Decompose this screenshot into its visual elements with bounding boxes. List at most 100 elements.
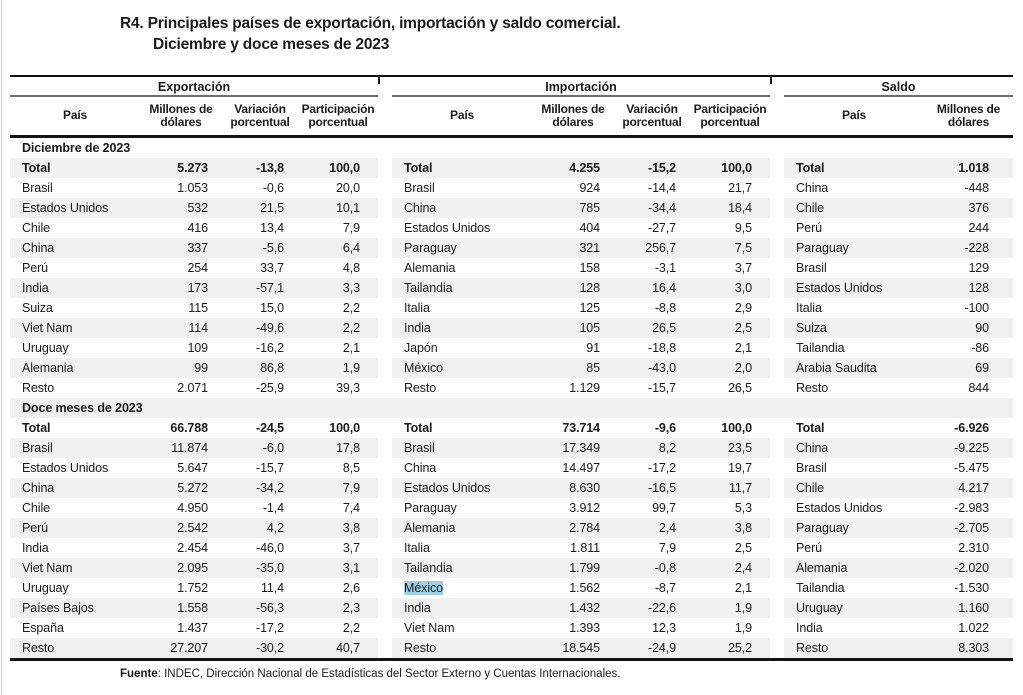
source-note: Fuente: INDEC, Dirección Nacional de Est… bbox=[120, 668, 620, 680]
value-cell: 99,7 bbox=[652, 501, 676, 515]
value-cell: 6,4 bbox=[342, 241, 360, 255]
value-cell: 26,5 bbox=[652, 321, 676, 335]
value-cell: 2.071 bbox=[177, 381, 208, 395]
saldo-group: Total 1.018 bbox=[784, 158, 1013, 178]
group-divider bbox=[378, 598, 392, 618]
export-group: Chile 416 13,4 7,9 bbox=[10, 218, 378, 238]
saldo-group: Resto 844 bbox=[784, 378, 1013, 398]
value-cell: 4.950 bbox=[177, 501, 208, 515]
group-divider bbox=[378, 218, 392, 238]
group-divider bbox=[770, 498, 784, 518]
group-divider bbox=[770, 378, 784, 398]
saldo-group: Paraguay -2.705 bbox=[784, 518, 1013, 538]
group-divider bbox=[770, 158, 784, 178]
country-cell: Italia bbox=[404, 541, 430, 555]
import-column-headers: País Millones de dólares Variación porce… bbox=[392, 97, 770, 135]
saldo-group: India 1.022 bbox=[784, 618, 1013, 638]
saldo-column-headers: País Millones de dólares bbox=[784, 97, 1013, 135]
value-cell: 2,6 bbox=[342, 581, 360, 595]
value-cell: 785 bbox=[579, 201, 600, 215]
import-group: Paraguay 321 256,7 7,5 bbox=[392, 238, 770, 258]
value-cell: -57,1 bbox=[256, 281, 284, 295]
value-cell: 5.647 bbox=[177, 461, 208, 475]
group-divider bbox=[378, 238, 392, 258]
group-divider bbox=[378, 618, 392, 638]
value-cell: 3.912 bbox=[569, 501, 600, 515]
country-cell: Países Bajos bbox=[22, 601, 94, 615]
country-cell: Brasil bbox=[796, 461, 827, 475]
value-cell: 4,2 bbox=[266, 521, 284, 535]
value-cell: -5,6 bbox=[262, 241, 284, 255]
col-header-variacion: Variación porcentual bbox=[622, 101, 682, 129]
value-cell: -17,2 bbox=[648, 461, 676, 475]
country-cell: China bbox=[404, 201, 437, 215]
value-cell: -49,6 bbox=[256, 321, 284, 335]
country-cell: Resto bbox=[22, 641, 55, 655]
country-cell: China bbox=[796, 181, 829, 195]
table-row: Chile 4.950 -1,4 7,4 Paraguay 3.912 99,7 5,3 Est… bbox=[10, 498, 1013, 518]
value-cell: 1.160 bbox=[958, 601, 989, 615]
country-cell: Perú bbox=[796, 221, 823, 235]
table-row: Uruguay 1.752 11,4 2,6 México 1.562 -8,7 2,1 Tai… bbox=[10, 578, 1013, 598]
table-row: Viet Nam 114 -49,6 2,2 India 105 26,5 2,5 Suiza 9… bbox=[10, 318, 1013, 338]
group-divider bbox=[378, 358, 392, 378]
value-cell: -24,9 bbox=[648, 641, 676, 655]
value-cell: 114 bbox=[188, 321, 208, 335]
value-cell: -27,7 bbox=[648, 221, 676, 235]
value-cell: 3,8 bbox=[734, 521, 752, 535]
saldo-group: Perú 2.310 bbox=[784, 538, 1013, 558]
value-cell: -0,6 bbox=[262, 181, 284, 195]
import-group: México 85 -43,0 2,0 bbox=[392, 358, 770, 378]
value-cell: 105 bbox=[579, 321, 600, 335]
saldo-group: Tailandia -1.530 bbox=[784, 578, 1013, 598]
title-line-2: Diciembre y doce meses de 2023 bbox=[153, 36, 390, 53]
value-cell: 85 bbox=[586, 361, 600, 375]
value-cell: 73.714 bbox=[562, 421, 600, 435]
value-cell: -14,4 bbox=[648, 181, 676, 195]
section-header-row: Diciembre de 2023 bbox=[10, 138, 1013, 158]
country-cell: Estados Unidos bbox=[404, 481, 491, 495]
source-text: : INDEC, Dirección Nacional de Estadísti… bbox=[157, 668, 621, 680]
value-cell: 8.630 bbox=[569, 481, 600, 495]
country-cell: Estados Unidos bbox=[22, 461, 109, 475]
group-divider bbox=[770, 478, 784, 498]
export-group: Perú 254 33,7 4,8 bbox=[10, 258, 378, 278]
export-group: Viet Nam 114 -49,6 2,2 bbox=[10, 318, 378, 338]
country-cell: Viet Nam bbox=[22, 561, 73, 575]
country-cell: Paraguay bbox=[796, 521, 849, 535]
group-divider bbox=[378, 498, 392, 518]
value-cell: 2,0 bbox=[734, 361, 752, 375]
table-title: R4. Principales países de exportación, i… bbox=[120, 13, 621, 55]
table-body: Diciembre de 2023 Total 5.273 -13,8 100,0 Tot… bbox=[10, 138, 1013, 661]
import-group: Paraguay 3.912 99,7 5,3 bbox=[392, 498, 770, 518]
country-cell: Italia bbox=[404, 301, 430, 315]
import-group: Resto 18.545 -24,9 25,2 bbox=[392, 638, 770, 658]
country-cell: Italia bbox=[796, 301, 822, 315]
group-divider bbox=[770, 178, 784, 198]
value-cell: -448 bbox=[964, 181, 989, 195]
value-cell: -15,7 bbox=[256, 461, 284, 475]
table-row: India 173 -57,1 3,3 Tailandia 128 16,4 3,0 Estad… bbox=[10, 278, 1013, 298]
value-cell: 337 bbox=[187, 241, 208, 255]
group-divider bbox=[770, 238, 784, 258]
export-group: Total 66.788 -24,5 100,0 bbox=[10, 418, 378, 438]
import-group: Resto 1.129 -15,7 26,5 bbox=[392, 378, 770, 398]
group-divider bbox=[770, 358, 784, 378]
import-group: Tailandia 1.799 -0,8 2,4 bbox=[392, 558, 770, 578]
saldo-group: Resto 8.303 bbox=[784, 638, 1013, 658]
country-cell: China bbox=[22, 481, 55, 495]
import-group: Estados Unidos 8.630 -16,5 11,7 bbox=[392, 478, 770, 498]
col-header-pais: País bbox=[450, 108, 474, 123]
value-cell: 3,7 bbox=[734, 261, 752, 275]
export-group: Resto 2.071 -25,9 39,3 bbox=[10, 378, 378, 398]
value-cell: 2,1 bbox=[734, 581, 752, 595]
group-divider bbox=[378, 318, 392, 338]
group-divider bbox=[770, 518, 784, 538]
export-group: Resto 27.207 -30,2 40,7 bbox=[10, 638, 378, 658]
export-group: Viet Nam 2.095 -35,0 3,1 bbox=[10, 558, 378, 578]
group-divider bbox=[770, 198, 784, 218]
group-divider bbox=[378, 578, 392, 598]
value-cell: 11,4 bbox=[260, 581, 284, 595]
value-cell: 8,5 bbox=[342, 461, 360, 475]
country-cell: Resto bbox=[796, 381, 829, 395]
